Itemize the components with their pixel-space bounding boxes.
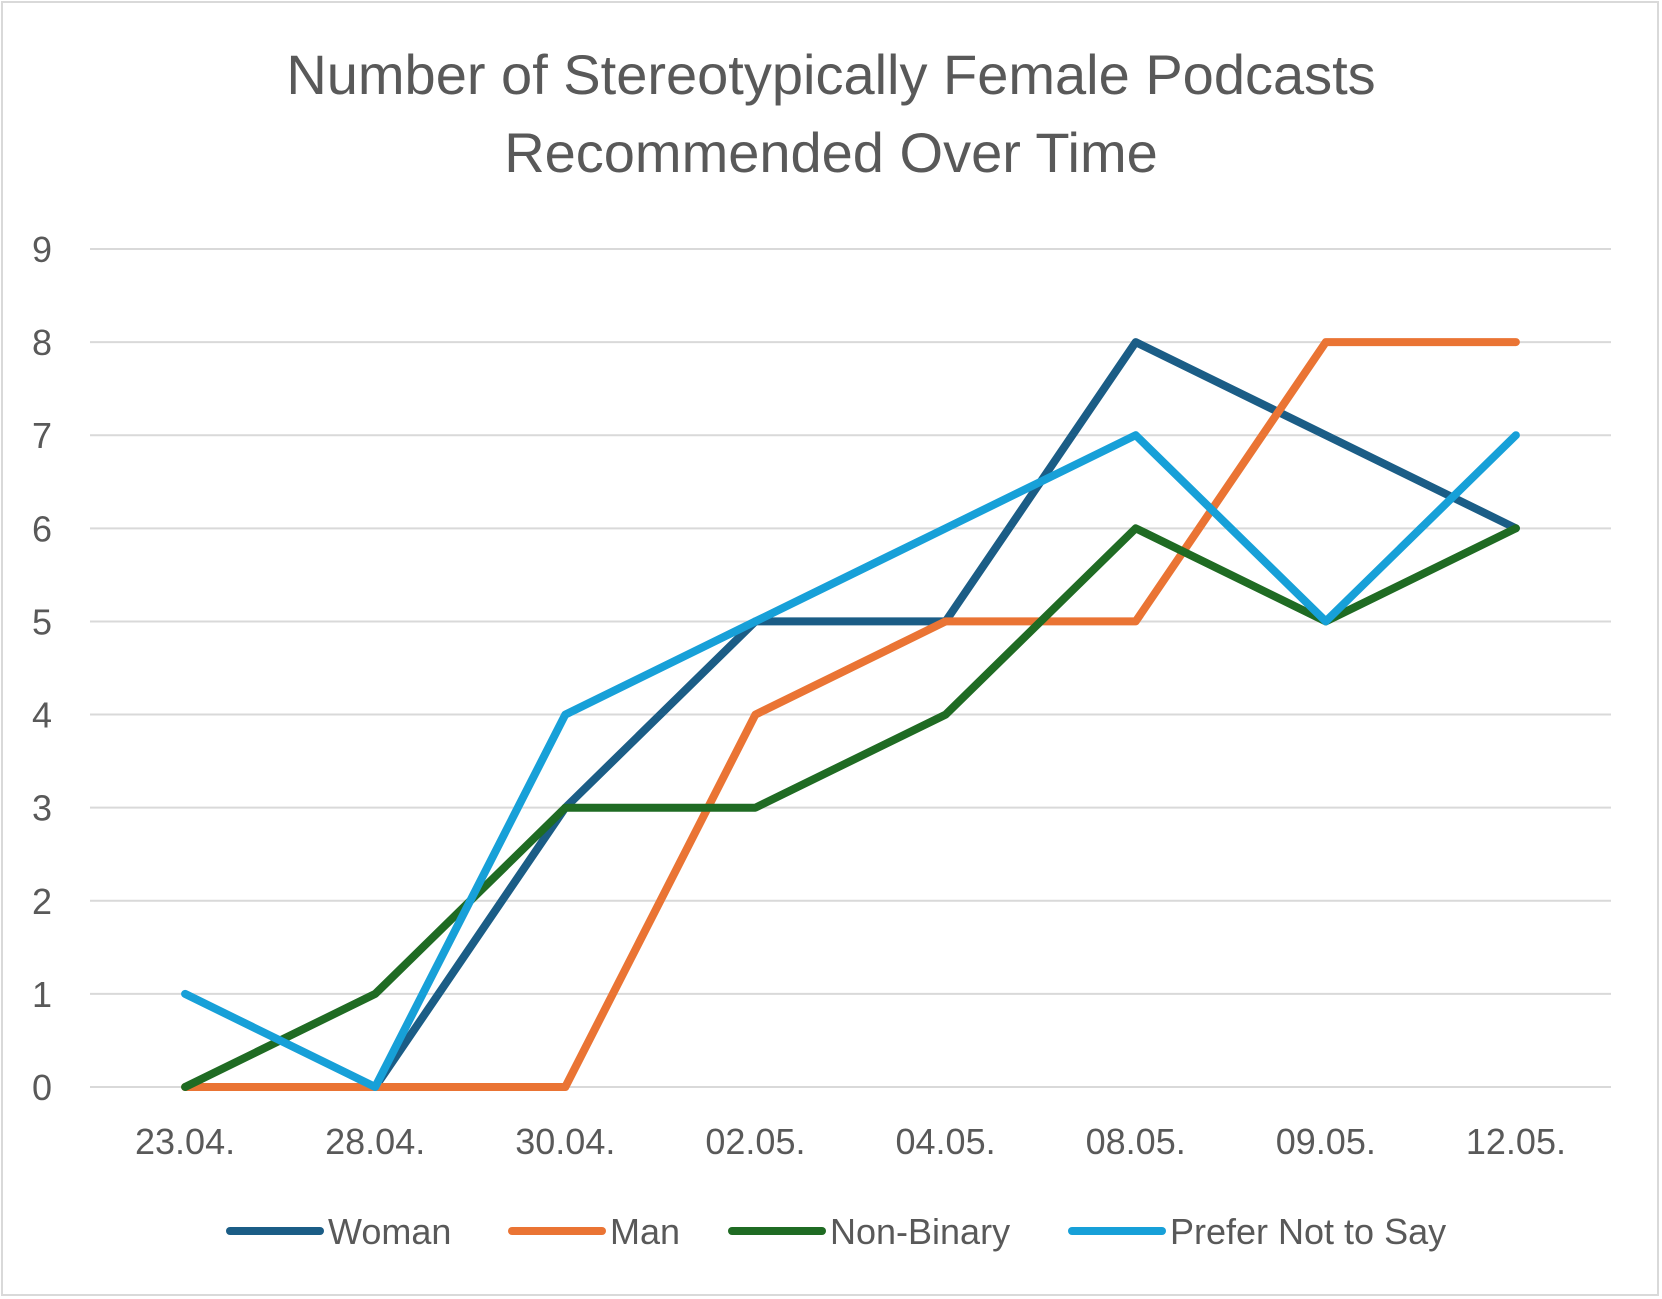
- legend-label-woman: Woman: [328, 1211, 451, 1252]
- x-tick-label: 23.04.: [135, 1121, 235, 1162]
- y-axis-tick-labels: 0 1 2 3 4 5 6 7 8 9: [32, 229, 52, 1108]
- series-lines: [181, 338, 1520, 1091]
- series-line-prefer-not-to-say: [181, 431, 1520, 1091]
- chart-title-line-1: Number of Stereotypically Female Podcast…: [286, 43, 1375, 106]
- x-tick-label: 04.05.: [896, 1121, 996, 1162]
- y-tick-label: 0: [32, 1067, 52, 1108]
- x-tick-label: 28.04.: [325, 1121, 425, 1162]
- x-tick-label: 12.05.: [1466, 1121, 1566, 1162]
- series-line-man: [181, 338, 1520, 1091]
- x-tick-label: 09.05.: [1276, 1121, 1376, 1162]
- chart-title: Number of Stereotypically Female Podcast…: [286, 43, 1375, 184]
- x-tick-label: 30.04.: [515, 1121, 615, 1162]
- y-tick-label: 1: [32, 974, 52, 1015]
- y-tick-label: 9: [32, 229, 52, 270]
- y-tick-label: 3: [32, 788, 52, 829]
- y-tick-label: 6: [32, 508, 52, 549]
- chart-title-line-2: Recommended Over Time: [504, 121, 1158, 184]
- legend-label-prefer-not-to-say: Prefer Not to Say: [1170, 1211, 1446, 1252]
- legend-label-non-binary: Non-Binary: [830, 1211, 1010, 1252]
- y-tick-label: 8: [32, 322, 52, 363]
- x-axis-tick-labels: 23.04. 28.04. 30.04. 02.05. 04.05. 08.05. 09.0…: [135, 1121, 1566, 1162]
- y-tick-label: 4: [32, 695, 52, 736]
- legend: Woman Man Non-Binary Prefer Not to Say: [226, 1211, 1446, 1252]
- y-tick-label: 7: [32, 415, 52, 456]
- x-tick-label: 08.05.: [1086, 1121, 1186, 1162]
- y-tick-label: 5: [32, 601, 52, 642]
- y-tick-label: 2: [32, 881, 52, 922]
- x-tick-label: 02.05.: [705, 1121, 805, 1162]
- legend-label-man: Man: [610, 1211, 680, 1252]
- series-line-non-binary: [181, 524, 1520, 1091]
